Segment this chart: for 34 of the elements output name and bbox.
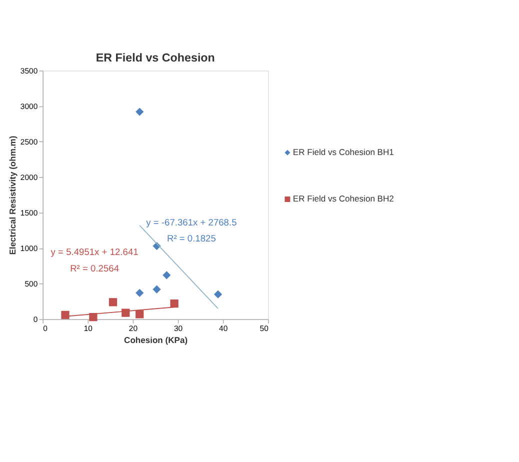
- y-tick-label: 3500: [20, 66, 38, 76]
- x-axis-title: Cohesion (KPa): [124, 334, 188, 345]
- point: [136, 108, 144, 116]
- legend-label: ER Field vs Cohesion BH1: [292, 146, 394, 157]
- point: [170, 300, 178, 308]
- x-tick-label: 0: [43, 324, 48, 334]
- point: [61, 310, 70, 320]
- annotation: R² = 0.2564: [70, 263, 120, 274]
- x-tick-label: 50: [260, 324, 268, 334]
- point: [89, 313, 98, 322]
- y-axis-title: Electrical Resistivity (ohm.m): [8, 136, 18, 255]
- y-tick-label: 500: [24, 279, 38, 288]
- point: [136, 310, 144, 318]
- x-tick-label: 40: [219, 324, 228, 334]
- point: [136, 288, 144, 297]
- y-tick-label: 1000: [20, 244, 38, 253]
- point: [214, 290, 222, 298]
- annotation: R² = 0.1825: [166, 234, 216, 244]
- point: [108, 298, 118, 306]
- annotation: y = 5.4951x + 12.641: [50, 247, 138, 258]
- annotation: y = -67.361x + 2768.5: [146, 217, 237, 228]
- x-tick-label: 30: [174, 324, 183, 334]
- y-tick-label: 3000: [20, 102, 38, 111]
- legend-label: ER Field vs Cohesion BH2: [292, 194, 394, 204]
- y-tick-label: 2500: [20, 137, 38, 146]
- y-tick-label: 0: [33, 314, 38, 324]
- point: [162, 271, 171, 280]
- point: [152, 285, 161, 294]
- x-tick-label: 10: [84, 324, 92, 334]
- chart-title: ER Field vs Cohesion: [96, 51, 215, 64]
- point: [122, 308, 130, 317]
- x-tick-label: 20: [128, 324, 138, 334]
- y-tick-label: 1500: [20, 208, 38, 218]
- y-tick-label: 2000: [20, 172, 38, 182]
